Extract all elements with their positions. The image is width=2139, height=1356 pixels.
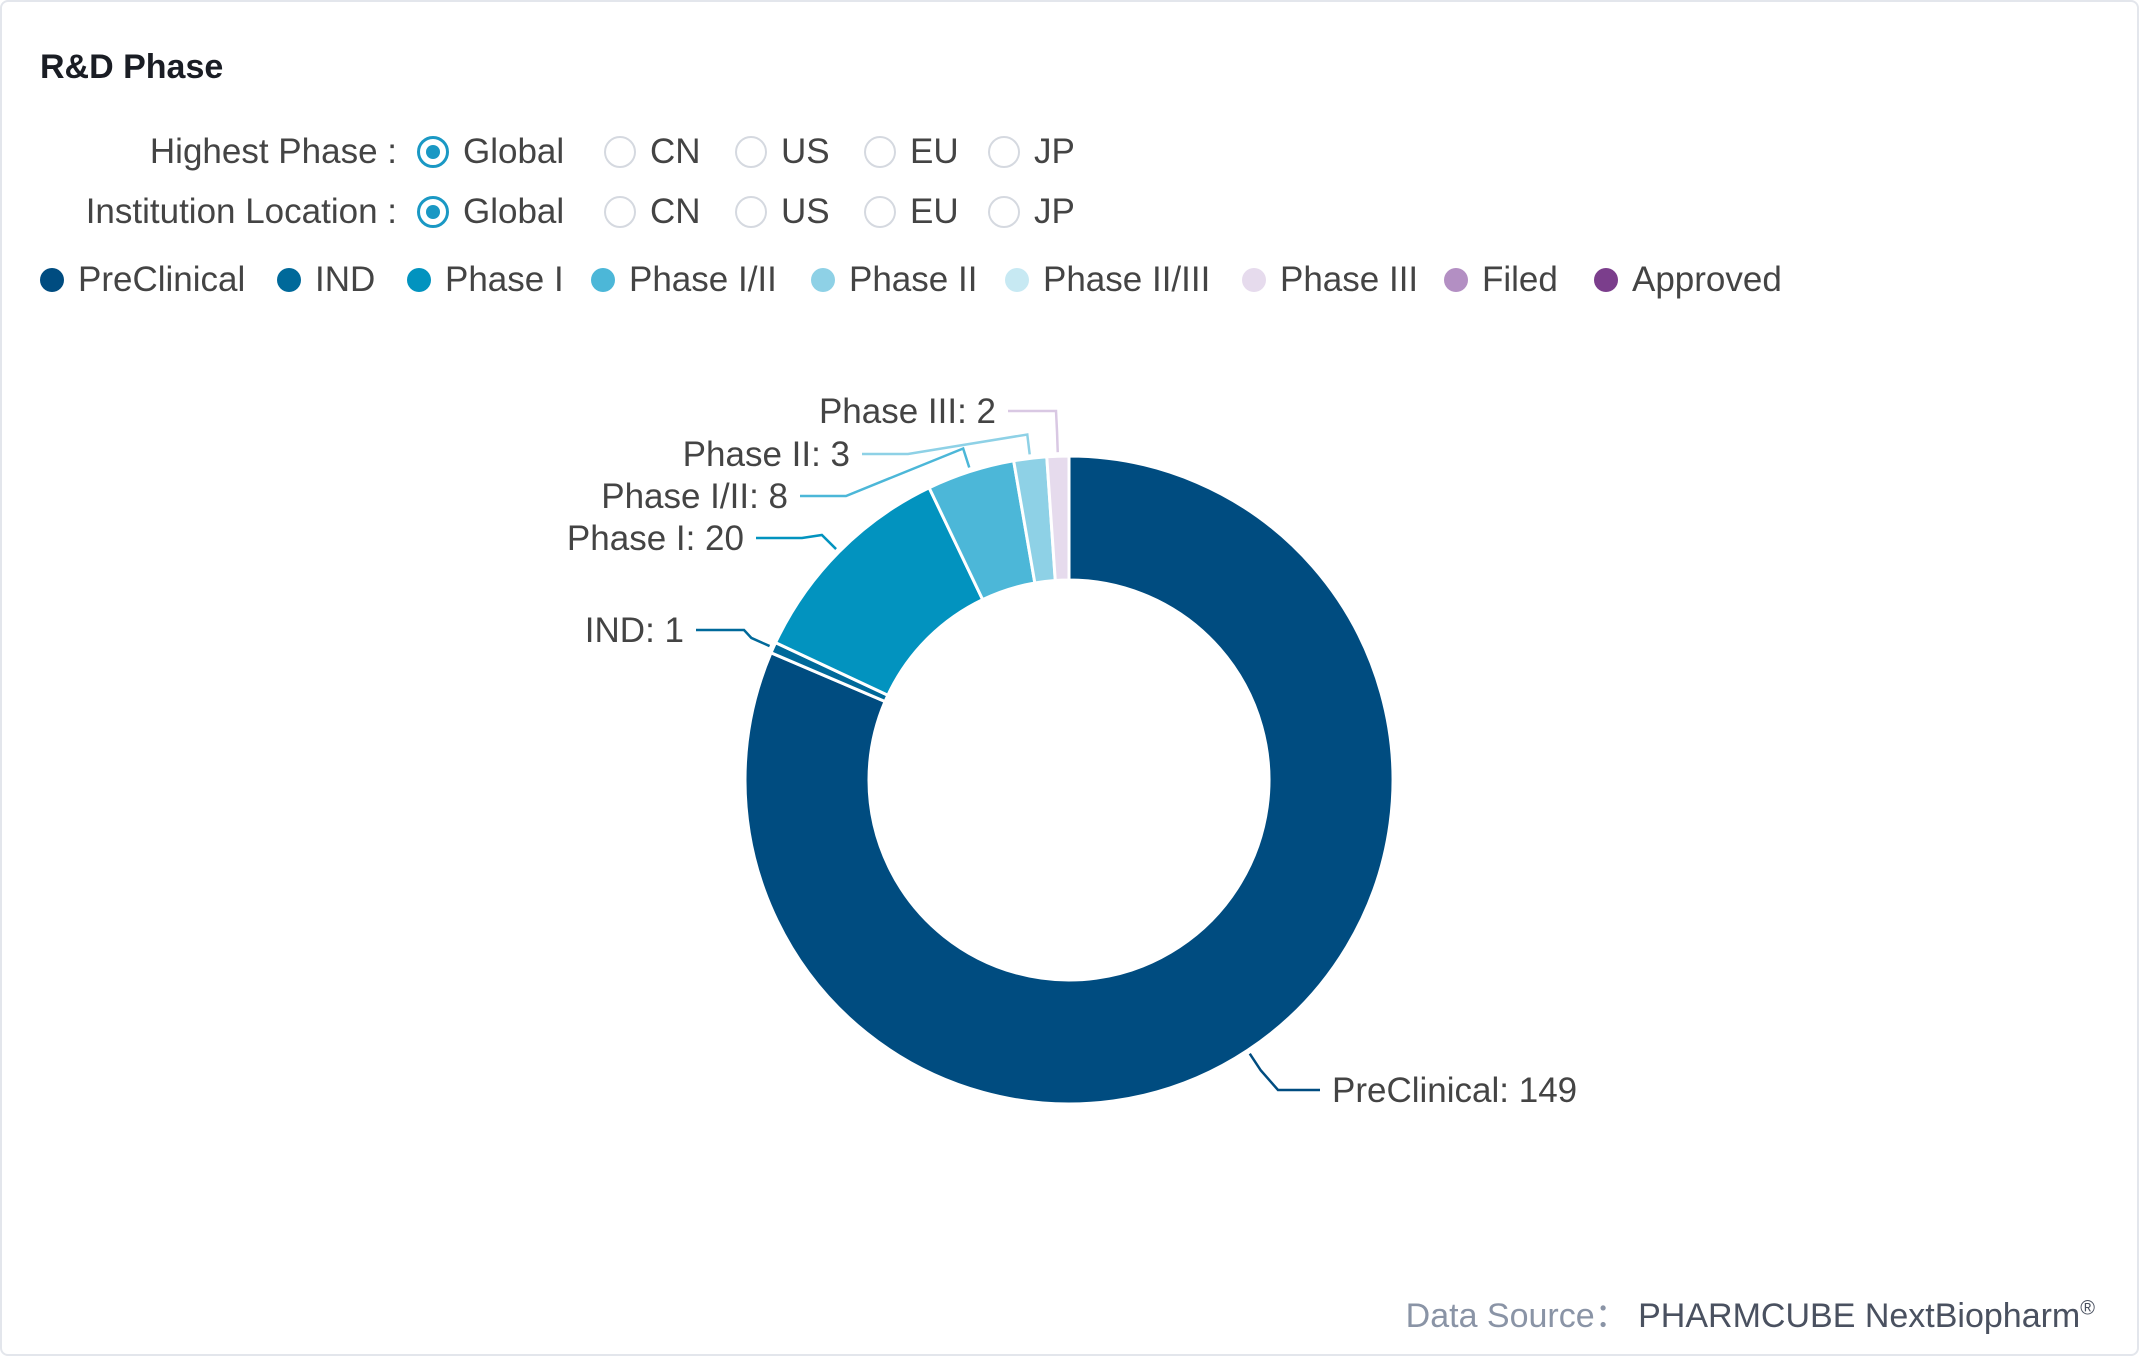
legend-item[interactable]: Phase I bbox=[407, 260, 564, 300]
institution-location-option-jp[interactable]: JP bbox=[988, 192, 1075, 232]
card-title: R&D Phase bbox=[40, 48, 224, 86]
radio-icon[interactable] bbox=[735, 196, 767, 228]
legend-item[interactable]: Phase III bbox=[1242, 260, 1418, 300]
data-source-label: Data Source： bbox=[1405, 1297, 1629, 1335]
legend-item[interactable]: Phase II/III bbox=[1005, 260, 1210, 300]
institution-location-option-us[interactable]: US bbox=[735, 192, 830, 232]
radio-label: Global bbox=[463, 132, 565, 171]
institution-location-label: Institution Location : bbox=[85, 192, 397, 231]
highest-phase-option-eu[interactable]: EU bbox=[864, 132, 959, 172]
highest-phase-option-jp[interactable]: JP bbox=[988, 132, 1075, 172]
legend-swatch bbox=[1444, 268, 1468, 292]
data-label: PreClinical: 149 bbox=[1332, 1071, 1577, 1110]
highest-phase-label: Highest Phase : bbox=[149, 132, 397, 171]
donut-slice-preclinical[interactable] bbox=[743, 454, 1395, 1106]
label-leader-line bbox=[1008, 409, 1059, 453]
legend-swatch bbox=[1594, 268, 1618, 292]
radio-label: JP bbox=[1034, 192, 1075, 231]
legend-swatch bbox=[277, 268, 301, 292]
legend-label: Approved bbox=[1632, 260, 1782, 299]
label-leader-line bbox=[1248, 1053, 1320, 1092]
radio-label: EU bbox=[910, 132, 959, 171]
legend-item[interactable]: IND bbox=[277, 260, 375, 300]
legend-label: Phase II bbox=[849, 260, 978, 299]
radio-label: EU bbox=[910, 192, 959, 231]
legend-label: PreClinical bbox=[78, 260, 246, 299]
data-source-name: PHARMCUBE NextBiopharm bbox=[1638, 1297, 2081, 1335]
institution-location-option-eu[interactable]: EU bbox=[864, 192, 959, 232]
donut-slice-phase-iii[interactable] bbox=[1045, 454, 1071, 583]
legend-label: IND bbox=[315, 260, 376, 299]
legend-swatch bbox=[1242, 268, 1266, 292]
highest-phase-option-global[interactable]: Global bbox=[417, 132, 564, 172]
legend-swatch bbox=[811, 268, 835, 292]
label-leader-line bbox=[862, 433, 1031, 456]
radio-icon[interactable] bbox=[417, 196, 449, 228]
radio-icon[interactable] bbox=[988, 136, 1020, 168]
highest-phase-option-us[interactable]: US bbox=[735, 132, 830, 172]
data-source-footer: Data Source： PHARMCUBE NextBiopharm® bbox=[1406, 1288, 2095, 1337]
label-leader-line bbox=[756, 533, 837, 550]
radio-icon[interactable] bbox=[864, 136, 896, 168]
radio-label: US bbox=[781, 192, 830, 231]
radio-label: JP bbox=[1034, 132, 1075, 171]
legend-item[interactable]: Approved bbox=[1594, 260, 1782, 300]
legend-swatch bbox=[407, 268, 431, 292]
data-label: Phase I/II: 8 bbox=[601, 477, 788, 516]
label-leader-line bbox=[800, 446, 971, 498]
data-label: Phase II: 3 bbox=[683, 435, 850, 474]
legend-item[interactable]: Filed bbox=[1444, 260, 1558, 300]
radio-icon[interactable] bbox=[604, 136, 636, 168]
data-label: IND: 1 bbox=[585, 611, 684, 650]
legend-swatch bbox=[591, 268, 615, 292]
highest-phase-option-cn[interactable]: CN bbox=[604, 132, 701, 172]
registered-mark: ® bbox=[2080, 1297, 2095, 1320]
data-label: Phase III: 2 bbox=[819, 392, 996, 431]
legend-item[interactable]: Phase II bbox=[811, 260, 977, 300]
radio-icon[interactable] bbox=[988, 196, 1020, 228]
legend-label: Phase I bbox=[445, 260, 564, 299]
legend-label: Phase I/II bbox=[629, 260, 777, 299]
radio-label: CN bbox=[650, 132, 701, 171]
radio-label: CN bbox=[650, 192, 701, 231]
radio-label: US bbox=[781, 132, 830, 171]
legend-swatch bbox=[40, 268, 64, 292]
institution-location-option-global[interactable]: Global bbox=[417, 192, 564, 232]
radio-icon[interactable] bbox=[735, 136, 767, 168]
legend-item[interactable]: Phase I/II bbox=[591, 260, 777, 300]
legend-label: Filed bbox=[1482, 260, 1558, 299]
data-label: Phase I: 20 bbox=[567, 519, 744, 558]
label-leader-line bbox=[696, 628, 771, 648]
legend-item[interactable]: PreClinical bbox=[40, 260, 245, 300]
radio-label: Global bbox=[463, 192, 565, 231]
radio-icon[interactable] bbox=[417, 136, 449, 168]
legend-label: Phase III bbox=[1280, 260, 1419, 299]
radio-icon[interactable] bbox=[604, 196, 636, 228]
legend-swatch bbox=[1005, 268, 1029, 292]
radio-icon[interactable] bbox=[864, 196, 896, 228]
institution-location-option-cn[interactable]: CN bbox=[604, 192, 701, 232]
legend-label: Phase II/III bbox=[1043, 260, 1211, 299]
